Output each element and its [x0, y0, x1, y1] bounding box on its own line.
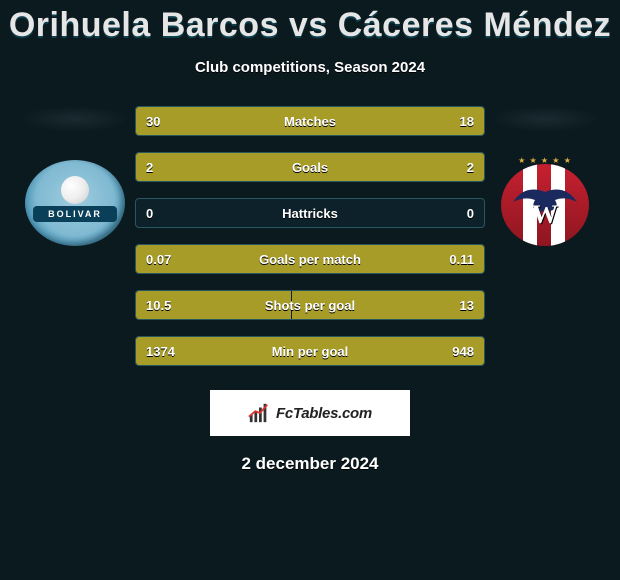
stat-row: 30Matches18 — [135, 106, 485, 136]
left-side: BOLIVAR — [15, 106, 135, 246]
stat-label: Matches — [136, 114, 484, 129]
stat-right-value: 948 — [452, 344, 474, 359]
stat-right-value: 0.11 — [449, 252, 474, 267]
stat-label: Shots per goal — [136, 298, 484, 313]
stat-right-value: 0 — [467, 206, 474, 221]
stat-row: 2Goals2 — [135, 152, 485, 182]
brand-chart-icon — [248, 402, 270, 424]
stat-row: 1374Min per goal948 — [135, 336, 485, 366]
stat-row: 0Hattricks0 — [135, 198, 485, 228]
logo-ball-icon — [61, 176, 89, 204]
stat-label: Goals per match — [136, 252, 484, 267]
player-shadow-right — [490, 106, 600, 132]
brand-box: FcTables.com — [210, 390, 410, 436]
right-club-logo: ★ ★ ★ ★ ★ W — [495, 160, 595, 246]
stat-label: Goals — [136, 160, 484, 175]
brand-text: FcTables.com — [276, 405, 372, 422]
page-title: Orihuela Barcos vs Cáceres Méndez — [0, 0, 620, 45]
stat-right-value: 13 — [460, 298, 474, 313]
date-text: 2 december 2024 — [0, 454, 620, 474]
logo-band: BOLIVAR — [33, 206, 117, 222]
stat-label: Hattricks — [136, 206, 484, 221]
right-side: ★ ★ ★ ★ ★ W — [485, 106, 605, 246]
stat-right-value: 2 — [467, 160, 474, 175]
player-shadow-left — [20, 106, 130, 132]
stat-label: Min per goal — [136, 344, 484, 359]
stat-row: 10.5Shots per goal13 — [135, 290, 485, 320]
subtitle: Club competitions, Season 2024 — [0, 59, 620, 76]
comparison-panel: BOLIVAR 30Matches18 2Goals2 0Hattricks0 0.0… — [0, 106, 620, 366]
stat-right-value: 18 — [460, 114, 474, 129]
stat-row: 0.07Goals per match0.11 — [135, 244, 485, 274]
logo-letter: W — [495, 200, 595, 230]
left-club-logo: BOLIVAR — [25, 160, 125, 246]
stats-bars: 30Matches18 2Goals2 0Hattricks0 0.07Goals p… — [135, 106, 485, 366]
logo-band-text: BOLIVAR — [48, 209, 102, 219]
